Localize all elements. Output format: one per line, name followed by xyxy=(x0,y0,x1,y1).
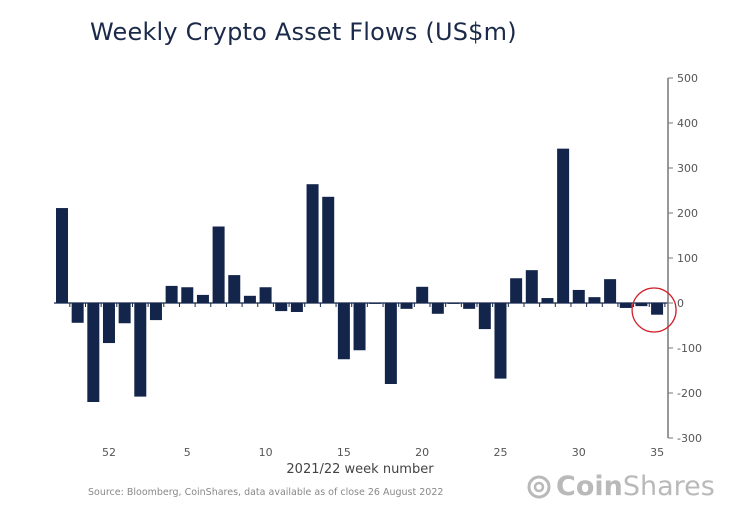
bar-week-52 xyxy=(102,303,115,344)
bar-week-10 xyxy=(259,287,272,303)
x-tick-label: 20 xyxy=(415,446,429,459)
bar-week-32 xyxy=(604,279,617,303)
bar-week-26 xyxy=(510,278,523,303)
bar-week-4 xyxy=(165,285,178,303)
x-tick-label: 25 xyxy=(493,446,507,459)
x-axis-label: 2021/22 week number xyxy=(286,462,434,477)
x-tick-label: 5 xyxy=(184,446,191,459)
bar-week-7 xyxy=(212,226,225,303)
bar-week-35 xyxy=(651,303,664,315)
bar-week-51 xyxy=(87,303,100,402)
bar-week-29 xyxy=(557,148,570,303)
x-tick-label: 52 xyxy=(102,446,116,459)
bar-week-15 xyxy=(337,303,350,360)
bar-week-23 xyxy=(463,303,476,309)
bar-week-11 xyxy=(275,303,288,312)
logo-text-coin: Coin xyxy=(556,471,623,502)
bar-week-20 xyxy=(416,286,429,303)
bar-week-49 xyxy=(56,208,68,303)
bar-week-1 xyxy=(118,303,131,324)
bar-week-2 xyxy=(134,303,147,397)
bar-week-8 xyxy=(228,275,241,303)
bar-week-9 xyxy=(243,295,256,303)
bar-week-33 xyxy=(619,303,632,308)
y-tick-label: 500 xyxy=(677,72,698,85)
bar-week-34 xyxy=(635,303,648,307)
bar-week-50 xyxy=(71,303,84,323)
bar-week-30 xyxy=(572,289,585,303)
logo-text-shares: Shares xyxy=(622,471,715,502)
y-tick-label: -300 xyxy=(677,432,702,445)
bar-week-5 xyxy=(181,287,194,303)
bar-week-14 xyxy=(322,196,335,303)
x-tick-label: 35 xyxy=(650,446,664,459)
bar-week-16 xyxy=(353,303,366,351)
bar-week-31 xyxy=(588,297,601,303)
y-tick-label: 300 xyxy=(677,162,698,175)
y-tick-label: -200 xyxy=(677,387,702,400)
bar-week-18 xyxy=(384,303,397,384)
bar-week-22 xyxy=(447,303,460,304)
y-tick-label: 400 xyxy=(677,117,698,130)
y-tick-label: -100 xyxy=(677,342,702,355)
bar-week-19 xyxy=(400,303,413,309)
bar-week-28 xyxy=(541,298,554,303)
y-tick-label: 100 xyxy=(677,252,698,265)
y-tick-label: 0 xyxy=(677,297,684,310)
bar-week-21 xyxy=(431,303,444,314)
x-tick-label: 15 xyxy=(337,446,351,459)
bar-week-3 xyxy=(149,303,162,321)
bar-week-12 xyxy=(290,303,303,312)
coinshares-logo: CoinShares xyxy=(526,471,715,502)
source-note: Source: Bloomberg, CoinShares, data avai… xyxy=(88,487,444,498)
bar-week-6 xyxy=(196,294,209,303)
bar-week-24 xyxy=(478,303,491,330)
x-tick-label: 30 xyxy=(572,446,586,459)
bar-week-27 xyxy=(525,270,538,303)
bar-week-25 xyxy=(494,303,507,379)
bar-week-13 xyxy=(306,184,319,303)
x-tick-label: 10 xyxy=(259,446,273,459)
chart-title: Weekly Crypto Asset Flows (US$m) xyxy=(90,18,517,46)
highlight-circle xyxy=(631,287,677,333)
coinshares-logo-icon xyxy=(527,475,551,498)
bar-week-17 xyxy=(369,303,382,304)
y-tick-label: 200 xyxy=(677,207,698,220)
